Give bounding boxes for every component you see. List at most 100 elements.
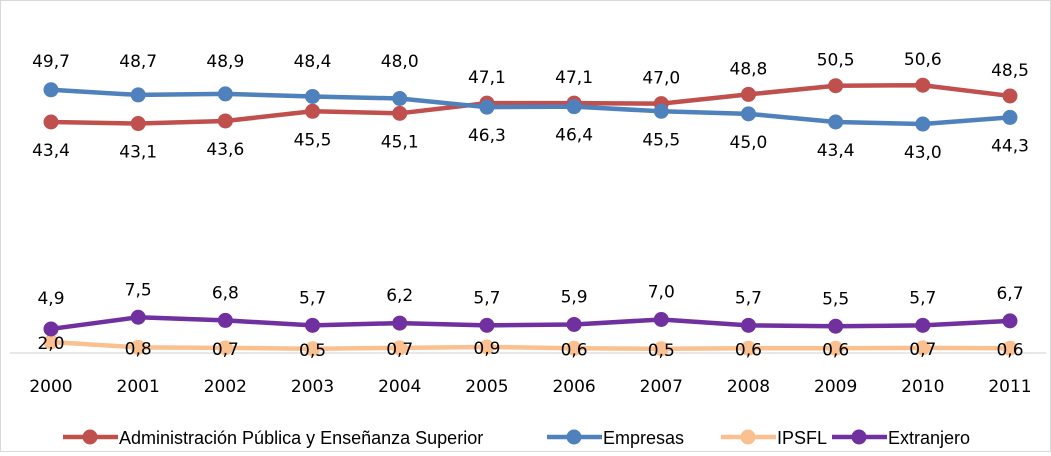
data-point (653, 312, 669, 327)
data-label: 7,0 (648, 283, 675, 303)
legend-label: Empresas (603, 428, 684, 448)
data-point (217, 86, 233, 102)
data-label: 50,5 (817, 51, 855, 71)
data-label: 43,0 (904, 143, 942, 163)
data-label: 47,1 (468, 68, 506, 88)
data-point (828, 318, 844, 334)
data-point (392, 90, 408, 106)
x-tick-label: 2001 (117, 377, 160, 397)
data-label: 5,5 (822, 289, 849, 309)
series-administraci-n-p-blica-y-ense-anza-superior: 43,4 43,1 43,6 45,5 45,1 47,1 47,1 47,0 48,8 50,5… (32, 50, 1029, 162)
data-label: 5,7 (473, 288, 500, 308)
data-point (653, 341, 669, 357)
data-point (828, 78, 844, 94)
data-point (130, 309, 146, 325)
data-label: 48,4 (294, 52, 332, 72)
data-label: 48,8 (730, 59, 768, 79)
data-point (305, 88, 321, 104)
data-point (305, 103, 321, 119)
data-point (653, 103, 669, 119)
data-label: 0,6 (822, 340, 849, 360)
data-label: 0,7 (212, 340, 239, 360)
data-label: 2,0 (37, 334, 64, 354)
data-label: 5,7 (299, 288, 326, 308)
data-label: 7,5 (125, 280, 152, 300)
x-tick-label: 2010 (901, 377, 944, 397)
data-label: 49,7 (32, 52, 70, 72)
data-point (43, 334, 59, 350)
data-label: 4,9 (37, 289, 64, 309)
data-point (740, 106, 756, 122)
series-line (50, 339, 1011, 351)
x-tick-label: 2003 (291, 377, 334, 397)
legend-marker (851, 429, 867, 445)
data-label: 0,6 (561, 340, 588, 360)
data-label: 6,8 (212, 283, 239, 303)
data-label: 45,0 (730, 133, 768, 153)
data-point (1002, 340, 1018, 356)
legend: Administración Pública y Enseñanza Super… (63, 428, 970, 448)
legend-label: Extranjero (888, 428, 970, 448)
x-tick-label: 2006 (552, 377, 595, 397)
data-label: 0,7 (909, 340, 936, 360)
data-label: 5,7 (735, 288, 762, 308)
data-point (566, 340, 582, 356)
data-label: 48,0 (381, 52, 419, 72)
data-label: 0,5 (299, 341, 326, 361)
data-point (305, 341, 321, 357)
data-point (43, 114, 59, 130)
data-label: 45,5 (642, 130, 680, 150)
x-tick-label: 2009 (814, 377, 857, 397)
data-point (305, 317, 321, 333)
data-point (130, 339, 146, 355)
legend-marker (740, 429, 756, 445)
data-point (392, 340, 408, 356)
x-tick-label: 2002 (204, 377, 247, 397)
data-label: 0,5 (648, 341, 675, 361)
data-label: 0,8 (125, 339, 152, 359)
data-label: 43,1 (119, 143, 157, 163)
data-point (915, 317, 931, 333)
data-point (392, 315, 408, 331)
data-point (566, 316, 582, 332)
x-tick-label: 2004 (378, 377, 421, 397)
data-label: 45,5 (294, 130, 332, 150)
data-point (392, 105, 408, 121)
data-point (43, 82, 59, 98)
data-label: 46,3 (468, 126, 506, 146)
x-tick-label: 2007 (640, 377, 683, 397)
series-layer: 2,0 0,8 0,7 0,5 0,7 0,9 0,6 0,5 0,6 0,6 0,7 0,6 43,4… (32, 50, 1029, 361)
data-point (217, 340, 233, 356)
data-point (479, 317, 495, 333)
data-point (915, 116, 931, 132)
data-label: 5,9 (561, 287, 588, 307)
legend-marker (566, 429, 582, 445)
data-label: 5,7 (909, 288, 936, 308)
series-extranjero: 4,9 7,5 6,8 5,7 6,2 5,7 5,9 7,0 5,7 5,5 5,7 6,7 (37, 280, 1024, 337)
legend-item: Administración Pública y Enseñanza Super… (63, 428, 483, 448)
data-point (828, 114, 844, 130)
data-label: 47,1 (555, 68, 593, 88)
series-empresas: 49,7 48,7 48,9 48,4 48,046,3 46,4 45,5 45,0 43,4… (32, 52, 1029, 163)
data-point (43, 321, 59, 337)
data-point (828, 340, 844, 356)
series-line (50, 315, 1011, 332)
data-label: 44,3 (991, 136, 1029, 156)
series-ipsfl: 2,0 0,8 0,7 0,5 0,7 0,9 0,6 0,5 0,6 0,6 0,7 0,6 (37, 334, 1023, 361)
data-point (479, 99, 495, 115)
data-label: 47,0 (642, 69, 680, 89)
data-point (1002, 109, 1018, 125)
data-point (740, 317, 756, 333)
legend-marker (82, 429, 98, 445)
data-label: 48,5 (991, 61, 1029, 81)
data-label: 6,2 (386, 286, 413, 306)
data-point (130, 87, 146, 103)
x-tick-label: 2011 (988, 377, 1031, 397)
data-label: 6,7 (996, 284, 1023, 304)
data-point (740, 86, 756, 102)
data-point (740, 340, 756, 356)
series-line (50, 82, 1011, 126)
data-label: 0,9 (473, 339, 500, 359)
data-label: 43,6 (206, 140, 244, 160)
